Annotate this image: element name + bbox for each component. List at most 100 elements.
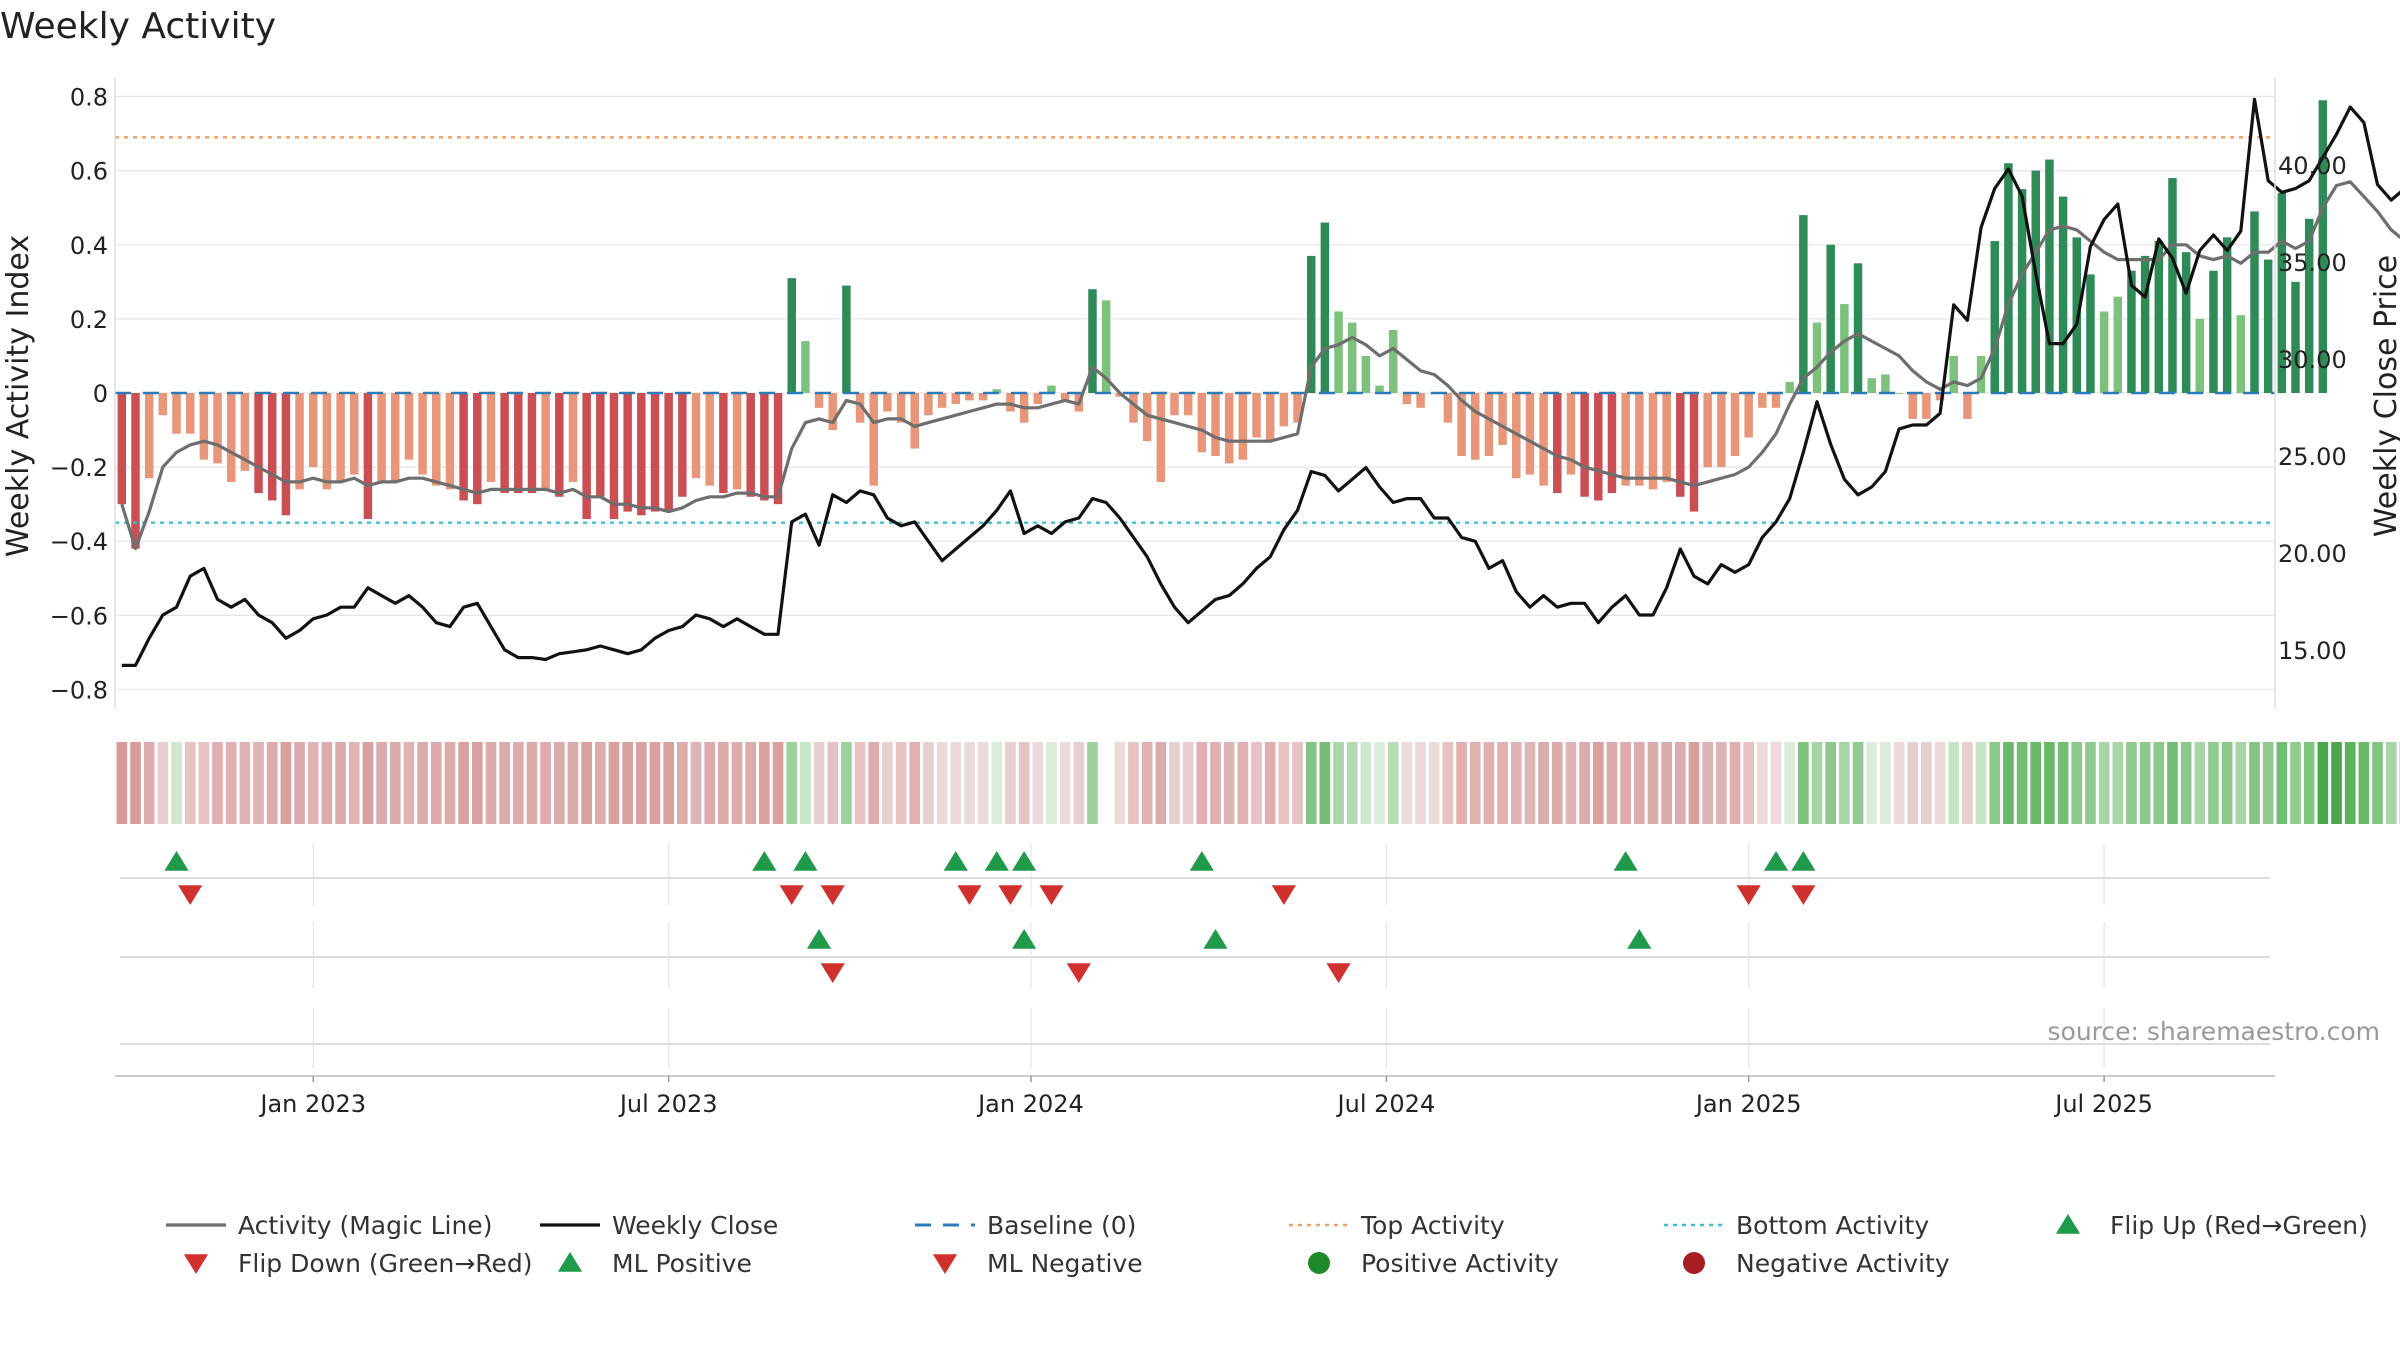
zone-cell-70 [1073,742,1084,824]
zone-cell-115 [1689,742,1700,824]
zone-cell-45 [732,742,743,824]
chart-title: Weekly Activity [0,6,276,47]
legend-label-0: Activity (Magic Line) [238,1211,492,1240]
zone-cell-65 [1005,742,1016,824]
activity-bar-91 [1362,356,1370,393]
zone-cell-38 [636,742,647,824]
flip-up-marker-1 [752,851,776,871]
activity-bar-138 [2004,163,2012,393]
activity-bar-1 [131,393,139,549]
activity-bar-44 [719,393,727,493]
activity-bar-78 [1184,393,1192,415]
activity-bar-129 [1881,374,1889,393]
activity-bar-6 [200,393,208,460]
activity-bar-101 [1498,393,1506,445]
zone-cell-87 [1306,742,1317,824]
zone-cell-88 [1320,742,1331,824]
y-tick-right-0: 40.00 [2278,152,2347,180]
activity-bar-28 [500,393,508,493]
y-tick-left-1: 0.6 [70,158,108,186]
activity-bar-8 [227,393,235,482]
zone-cell-56 [882,742,893,824]
zone-cell-28 [499,742,510,824]
activity-bar-51 [815,393,823,408]
zone-cell-83 [1251,742,1262,824]
activity-bar-43 [705,393,713,486]
zone-cell-134 [1948,742,1959,824]
zone-cell-93 [1388,742,1399,824]
legend-item-4: Bottom Activity [1664,1211,1929,1240]
activity-bar-25 [459,393,467,500]
zone-cell-145 [2099,742,2110,824]
zone-cell-59 [923,742,934,824]
activity-bar-146 [2114,297,2122,393]
activity-bar-22 [418,393,426,475]
zone-cell-25 [458,742,469,824]
series-lines [122,99,2400,665]
zone-cell-18 [363,742,374,824]
activity-bar-94 [1403,393,1411,404]
zone-cell-152 [2194,742,2205,824]
zone-cell-51 [814,742,825,824]
zone-cell-120 [1757,742,1768,824]
zone-cell-74 [1128,742,1139,824]
activity-bar-20 [391,393,399,482]
legend-item-2: Baseline (0) [915,1211,1136,1240]
activity-bar-38 [637,393,645,515]
zone-cell-116 [1702,742,1713,824]
zone-cell-33 [568,742,579,824]
activity-bar-61 [952,393,960,404]
y-tick-left-0: 0.8 [70,84,108,112]
zone-cell-35 [595,742,606,824]
flip-down-marker-2 [821,885,845,905]
zone-cell-1 [130,742,141,824]
activity-bar-4 [172,393,180,434]
zone-cell-146 [2112,742,2123,824]
activity-bar-113 [1662,393,1670,482]
x-tick-label-4: Jan 2025 [1694,1090,1802,1118]
activity-bar-154 [2223,237,2231,393]
y-tick-left-2: 0.4 [70,232,108,260]
flip-up-marker-2 [793,851,817,871]
flip-down-marker-6 [1272,885,1296,905]
zone-cell-164 [2359,742,2370,824]
activity-bar-156 [2250,211,2258,393]
activity-bar-30 [528,393,536,493]
zone-cell-27 [486,742,497,824]
zone-cell-37 [622,742,633,824]
zone-cell-16 [335,742,346,824]
zone-cell-14 [308,742,319,824]
activity-bar-118 [1731,393,1739,456]
activity-zone-strip [117,742,2400,824]
activity-bar-29 [514,393,522,493]
activity-bar-47 [760,393,768,500]
legend-swatch-5 [2056,1214,2080,1234]
zone-cell-119 [1743,742,1754,824]
activity-bar-14 [309,393,317,467]
legend-label-5: Flip Up (Red→Green) [2110,1211,2368,1240]
zone-cell-66 [1019,742,1030,824]
flip-down-marker-3 [957,885,981,905]
activity-bar-127 [1854,263,1862,393]
zone-cell-0 [117,742,128,824]
legend-label-2: Baseline (0) [987,1211,1136,1240]
y-tick-left-8: −0.8 [50,676,108,704]
activity-bar-120 [1758,393,1766,408]
y-tick-left-7: −0.6 [50,602,108,630]
activity-bar-125 [1826,245,1834,393]
zone-cell-142 [2058,742,2069,824]
zone-cell-85 [1279,742,1290,824]
activity-bar-83 [1252,393,1260,437]
flip-down-marker-7 [1737,885,1761,905]
legend-swatch-10 [1683,1252,1705,1274]
zone-cell-138 [2003,742,2014,824]
activity-bar-145 [2100,311,2108,393]
legend-item-5: Flip Up (Red→Green) [2056,1211,2368,1240]
y-tick-right-5: 15.00 [2278,637,2347,665]
zone-cell-104 [1538,742,1549,824]
activity-bar-26 [473,393,481,504]
source-text: source: sharemaestro.com [2048,1017,2381,1046]
activity-bar-88 [1321,223,1329,393]
weekly-close-series [122,99,2400,665]
activity-bar-46 [746,393,754,497]
